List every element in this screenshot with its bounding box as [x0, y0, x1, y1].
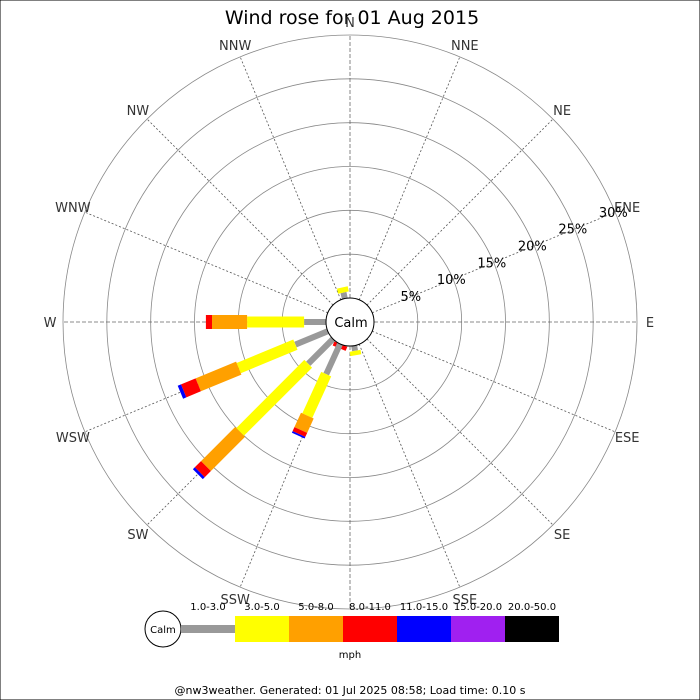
chart-title: Wind rose for 01 Aug 2015	[225, 7, 479, 29]
legend: Calm 1.0-3.0 3.0-5.0 5.0-8.0 8.0-11.0 11.0-1…	[144, 602, 559, 661]
direction-label-wsw: WSW	[56, 431, 90, 446]
calm-label: Calm	[334, 316, 367, 331]
legend-swatch-1	[235, 616, 289, 642]
direction-label-nne: NNE	[451, 39, 479, 54]
bar-wsw-3-bin-2	[195, 361, 242, 392]
legend-unit: mph	[339, 650, 361, 661]
direction-label-nnw: NNW	[219, 39, 251, 54]
ring-label-20: 20%	[518, 239, 547, 254]
bar-wsw-3-bin-3	[181, 378, 201, 398]
legend-swatch-0	[181, 625, 235, 633]
direction-label-ne: NE	[553, 104, 571, 119]
bar-sw-2-bin-2	[201, 427, 245, 471]
direction-label-e: E	[646, 316, 654, 331]
calm-circle	[325, 297, 375, 347]
ring-labels: 5% 10% 15% 20% 25% 30%	[401, 206, 628, 305]
bar-wnw-5-bin-0	[340, 291, 348, 300]
legend-label-2: 5.0-8.0	[298, 602, 333, 613]
ring-label-5: 5%	[401, 290, 422, 305]
direction-label-w: W	[44, 316, 57, 331]
direction-label-ssw: SSW	[221, 593, 251, 608]
bar-w-4-bin-2	[212, 315, 248, 329]
legend-swatch-3	[343, 616, 397, 642]
bar-wsw-3-bin-4	[177, 384, 187, 399]
legend-label-5: 15.0-20.0	[454, 602, 502, 613]
legend-calm-label: Calm	[150, 625, 176, 636]
bar-w-4-bin-3	[205, 315, 212, 329]
legend-swatch-2	[289, 616, 343, 642]
legend-label-1: 3.0-5.0	[244, 602, 279, 613]
direction-label-se: SE	[554, 528, 570, 543]
ring-15	[194, 166, 506, 478]
bar-w-4-bin-0	[304, 319, 326, 325]
legend-label-4: 11.0-15.0	[400, 602, 448, 613]
bar-sw-2-bin-3	[194, 461, 211, 478]
bar-sw-2-bin-4	[192, 467, 205, 480]
bar-w-4-bin-1	[247, 316, 305, 328]
wind-bars	[177, 286, 362, 480]
bar-ssw-7-bin-4	[291, 431, 306, 439]
ring-label-30: 30%	[599, 206, 628, 221]
bar-wsw-3-bin-0	[294, 328, 329, 348]
direction-label-ene: ENE	[614, 201, 640, 216]
ring-label-15: 15%	[477, 256, 506, 271]
ring-label-25: 25%	[558, 223, 587, 238]
bar-ssw-7-bin-1	[302, 371, 332, 418]
bar-s-0-bin-1	[349, 349, 362, 357]
bar-ssw-7-bin-2	[294, 412, 314, 433]
legend-swatch-4	[397, 616, 451, 642]
legend-label-3: 8.0-11.0	[349, 602, 391, 613]
direction-label-sse: SSE	[452, 593, 477, 608]
bar-ssw-7-bin-3	[292, 427, 308, 437]
direction-label-ese: ESE	[615, 431, 640, 446]
direction-label-wnw: WNW	[55, 201, 91, 216]
ring-label-10: 10%	[437, 273, 466, 288]
direction-label-sw: SW	[127, 528, 148, 543]
ring-30	[62, 34, 638, 610]
direction-label-nw: NW	[127, 104, 150, 119]
bar-wnw-5-bin-1	[337, 286, 349, 294]
legend-items: 1.0-3.0 3.0-5.0 5.0-8.0 8.0-11.0 11.0-15.0 15…	[181, 602, 559, 642]
direction-label-n: N	[345, 16, 355, 31]
legend-swatch-5	[451, 616, 505, 642]
bar-wsw-3-bin-1	[236, 339, 298, 374]
bar-ssw-7-bin-0	[323, 342, 343, 376]
legend-label-0: 1.0-3.0	[190, 602, 225, 613]
legend-swatch-6	[505, 616, 559, 642]
bar-s-0-bin-0	[351, 345, 358, 352]
footer-text: @nw3weather. Generated: 01 Jul 2025 08:5…	[175, 684, 526, 697]
legend-label-6: 20.0-50.0	[508, 602, 556, 613]
calm-circle-group: Calm	[325, 297, 375, 347]
bar-sw-2-bin-0	[306, 336, 336, 366]
bar-sw-2-bin-1	[236, 359, 313, 436]
